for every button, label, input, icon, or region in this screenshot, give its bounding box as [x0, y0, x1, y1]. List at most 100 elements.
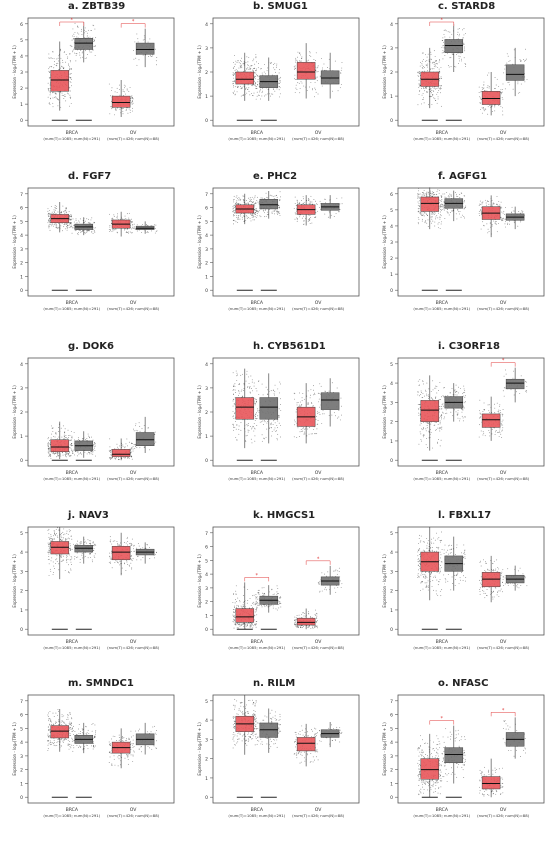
data-point	[437, 217, 439, 219]
data-point	[247, 67, 249, 69]
data-point	[232, 83, 234, 85]
data-point	[500, 105, 502, 107]
data-point	[505, 206, 506, 208]
data-point	[330, 214, 332, 216]
data-point	[315, 76, 317, 78]
data-point	[48, 68, 50, 70]
data-point	[439, 218, 441, 220]
data-point	[131, 99, 133, 101]
data-point	[116, 87, 118, 89]
data-point	[89, 51, 91, 53]
y-tick-label: 3	[20, 386, 23, 392]
data-point	[108, 83, 110, 85]
data-point	[64, 228, 66, 230]
data-point	[68, 105, 70, 107]
data-point	[85, 230, 87, 231]
data-point	[68, 446, 70, 448]
data-point	[239, 65, 241, 67]
tumor-box	[50, 439, 70, 453]
data-point	[253, 84, 254, 86]
data-point	[55, 64, 57, 66]
data-point	[519, 393, 521, 394]
data-point	[233, 66, 235, 68]
data-point	[47, 444, 49, 446]
data-point	[434, 422, 436, 423]
data-point	[69, 94, 71, 96]
data-point	[67, 438, 69, 440]
data-point	[439, 77, 440, 79]
y-tick-label: 2	[20, 261, 23, 267]
data-point	[270, 63, 272, 64]
plot-frame	[212, 357, 360, 467]
data-point	[243, 64, 245, 66]
data-point	[275, 194, 277, 196]
data-point	[241, 57, 242, 59]
data-point	[440, 209, 442, 211]
data-point	[69, 455, 71, 457]
data-point	[310, 217, 312, 219]
data-point	[498, 412, 500, 414]
data-point	[296, 404, 298, 406]
data-point	[497, 411, 499, 413]
data-point	[253, 427, 255, 429]
data-point	[417, 208, 419, 210]
data-point	[431, 212, 433, 214]
data-point	[126, 231, 127, 233]
data-point	[436, 421, 438, 423]
data-point	[272, 420, 274, 422]
y-tick-label: 0	[390, 118, 393, 124]
data-point	[479, 96, 481, 98]
data-point	[74, 439, 75, 441]
data-point	[243, 85, 245, 87]
data-point	[88, 436, 90, 438]
data-point	[48, 454, 50, 456]
data-point	[245, 203, 247, 205]
data-point	[147, 231, 148, 233]
data-point	[235, 203, 237, 205]
data-point	[313, 394, 314, 396]
data-point	[500, 207, 502, 209]
data-point	[92, 49, 94, 51]
data-point	[498, 430, 500, 432]
data-point	[88, 223, 90, 224]
data-point	[86, 35, 88, 37]
y-axis-label: Expression - log₂(TPM + 1)	[382, 45, 387, 99]
data-point	[427, 394, 429, 396]
data-point	[460, 387, 461, 389]
data-point	[95, 445, 96, 447]
data-point	[248, 56, 250, 58]
data-point	[239, 200, 241, 201]
data-point	[246, 218, 248, 219]
data-point	[293, 66, 295, 68]
data-point	[464, 416, 466, 418]
data-point	[48, 89, 49, 91]
data-point	[338, 416, 340, 418]
data-point	[309, 427, 311, 429]
data-point	[84, 29, 86, 31]
data-point	[261, 383, 263, 385]
data-point	[427, 91, 429, 93]
data-point	[488, 404, 490, 406]
data-point	[316, 76, 318, 78]
data-point	[234, 93, 236, 95]
data-point	[151, 230, 153, 232]
data-point	[261, 421, 263, 423]
data-point	[440, 77, 442, 79]
data-point	[499, 405, 500, 407]
data-point	[310, 433, 312, 435]
data-point	[124, 447, 126, 449]
data-point	[418, 415, 420, 416]
data-point	[485, 202, 487, 204]
y-tick-label: 2	[20, 589, 23, 595]
data-point	[247, 423, 249, 425]
data-point	[241, 389, 243, 391]
data-point	[234, 210, 236, 212]
data-point	[278, 86, 280, 88]
data-point	[276, 88, 278, 90]
data-point	[464, 207, 466, 209]
data-point	[273, 393, 275, 395]
data-point	[418, 75, 420, 77]
data-point	[130, 221, 132, 223]
data-point	[424, 211, 426, 213]
data-point	[56, 226, 58, 228]
